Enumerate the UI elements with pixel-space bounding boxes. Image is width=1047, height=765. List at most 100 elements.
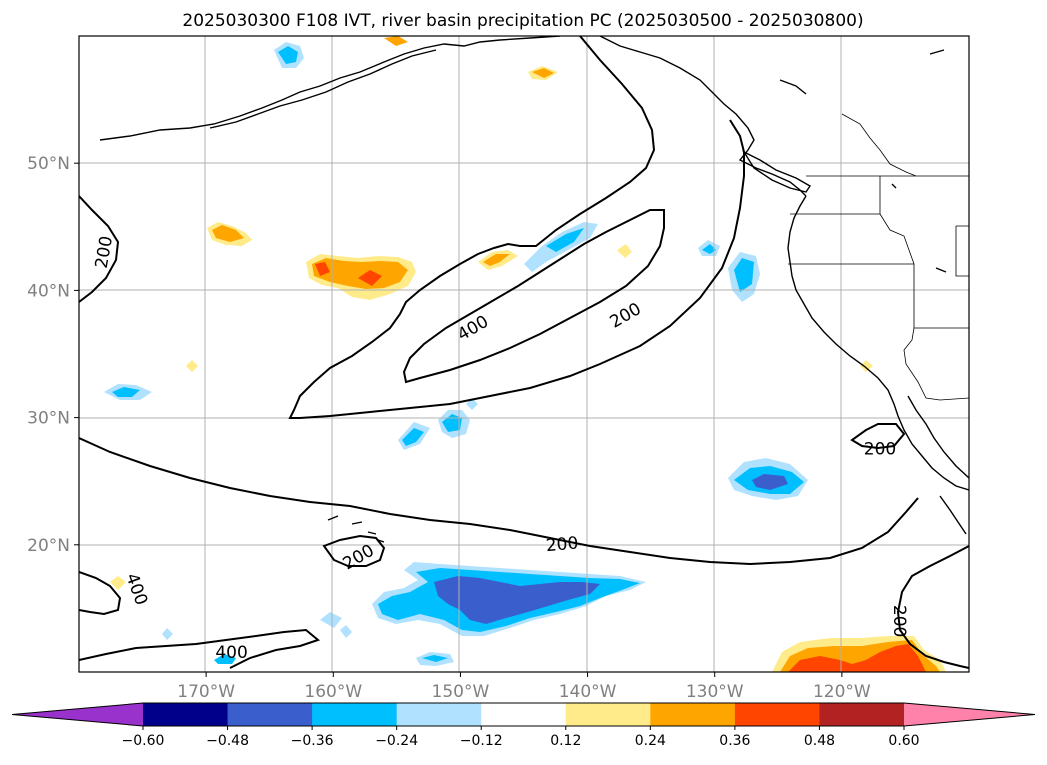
colorbar-segment xyxy=(143,703,229,726)
colorbar-tick-label: −0.60 xyxy=(122,733,165,749)
colorbar-segment xyxy=(734,703,820,726)
anomaly-region xyxy=(546,228,584,252)
anomaly-region xyxy=(112,387,140,397)
colorbar-tick-label: 0.36 xyxy=(719,733,750,749)
anomaly-region xyxy=(212,225,244,242)
anomaly-region xyxy=(384,36,408,46)
anomaly-region xyxy=(788,644,926,672)
anomaly-region xyxy=(186,360,198,372)
anomaly-region xyxy=(752,474,788,490)
colorbar-segment xyxy=(819,703,905,726)
colorbar-tick-label: 0.12 xyxy=(550,733,581,749)
x-axis-ticks: 170°W 160°W 150°W 140°W 130°W 120°W xyxy=(177,672,871,702)
anomaly-region xyxy=(532,68,554,78)
x-tick-label: 160°W xyxy=(304,682,362,702)
ivt-contour-200 xyxy=(288,36,745,419)
colorbar-segment xyxy=(227,703,313,726)
x-tick-label: 140°W xyxy=(559,682,617,702)
y-tick-label: 30°N xyxy=(27,409,70,429)
colorbar-extend-min xyxy=(12,703,143,726)
anomaly-region xyxy=(110,576,126,590)
colorbar-tick-label: −0.24 xyxy=(375,733,418,749)
ivt-contours xyxy=(79,36,969,669)
anomaly-region xyxy=(312,258,408,289)
contour-label: 400 xyxy=(215,643,247,663)
anomaly-region xyxy=(434,576,600,624)
anomaly-region xyxy=(315,262,330,276)
ivt-contour-200 xyxy=(79,195,120,303)
anomaly-region xyxy=(734,258,754,292)
gridlines xyxy=(79,36,969,672)
hawaii-islands xyxy=(327,515,385,543)
colorbar-extend-max xyxy=(904,703,1035,726)
anomaly-region xyxy=(358,270,382,286)
x-tick-label: 130°W xyxy=(686,682,744,702)
vancouver-island xyxy=(742,150,811,193)
anomaly-region xyxy=(483,254,510,266)
alaska-coast xyxy=(209,49,437,129)
anomaly-region xyxy=(617,244,632,258)
us-west-coast xyxy=(787,195,969,491)
coastlines xyxy=(99,36,969,543)
colorbar-tick-label: 0.48 xyxy=(804,733,835,749)
colorbar-tick-label: −0.48 xyxy=(206,733,249,749)
mexico-coast xyxy=(939,495,967,535)
x-tick-label: 120°W xyxy=(813,682,871,702)
contour-label: 200 xyxy=(340,541,378,575)
bc-coast xyxy=(599,36,807,197)
anomaly-region xyxy=(162,628,173,640)
anomaly-region xyxy=(860,360,873,372)
ivt-contour-200 xyxy=(322,534,386,567)
contour-label: 200 xyxy=(864,439,896,459)
contour-label: 400 xyxy=(121,571,151,608)
islands xyxy=(779,49,947,273)
contour-label: 200 xyxy=(607,299,645,333)
anomaly-region xyxy=(702,244,716,254)
map-frame xyxy=(78,35,970,673)
anomaly-region xyxy=(214,654,236,664)
y-tick-label: 40°N xyxy=(27,281,70,301)
colorbar-tick-label: 0.24 xyxy=(635,733,666,749)
border xyxy=(879,213,915,265)
baja-coast xyxy=(907,395,969,479)
anomaly-region xyxy=(422,655,448,662)
border xyxy=(903,327,969,401)
colorbar: −0.60 −0.48 −0.36 −0.24 −0.12 0.12 0.24 0.36 0.4… xyxy=(11,702,1036,749)
anomaly-region xyxy=(320,612,342,628)
negative-anomaly-regions xyxy=(104,42,808,666)
border xyxy=(955,225,969,277)
colorbar-segment xyxy=(565,703,651,726)
colorbar-tick-label: −0.36 xyxy=(291,733,334,749)
contour-label: 400 xyxy=(454,312,492,346)
contour-label: 200 xyxy=(545,533,579,556)
chart-title: 2025030300 F108 IVT, river basin precipi… xyxy=(182,11,863,31)
ivt-contour-200 xyxy=(79,437,919,566)
positive-anomaly-regions xyxy=(110,36,946,672)
borders xyxy=(788,113,969,401)
colorbar-segment xyxy=(481,703,567,726)
border xyxy=(788,263,969,329)
colorbar-tick-label: 0.60 xyxy=(888,733,919,749)
contour-label: 200 xyxy=(889,605,909,637)
y-tick-label: 20°N xyxy=(27,536,70,556)
colorbar-segment xyxy=(312,703,398,726)
anomaly-region xyxy=(340,625,352,638)
x-tick-label: 150°W xyxy=(432,682,490,702)
anomaly-region xyxy=(278,46,298,64)
ivt-contour-200 xyxy=(850,423,906,450)
alaska-aleutian-coast xyxy=(99,36,561,141)
ivt-contour-400 xyxy=(402,209,665,384)
anomaly-region xyxy=(402,428,424,446)
y-tick-label: 50°N xyxy=(27,154,70,174)
x-tick-label: 170°W xyxy=(177,682,235,702)
border xyxy=(841,113,917,177)
colorbar-tick-label: −0.12 xyxy=(460,733,503,749)
ivt-contour-400 xyxy=(79,628,321,669)
colorbar-segment xyxy=(396,703,482,726)
ivt-contour-200 xyxy=(896,545,969,669)
colorbar-segment xyxy=(650,703,736,726)
ivt-contour-400 xyxy=(79,571,122,616)
y-axis-ticks: 20°N 30°N 40°N 50°N xyxy=(27,154,79,556)
